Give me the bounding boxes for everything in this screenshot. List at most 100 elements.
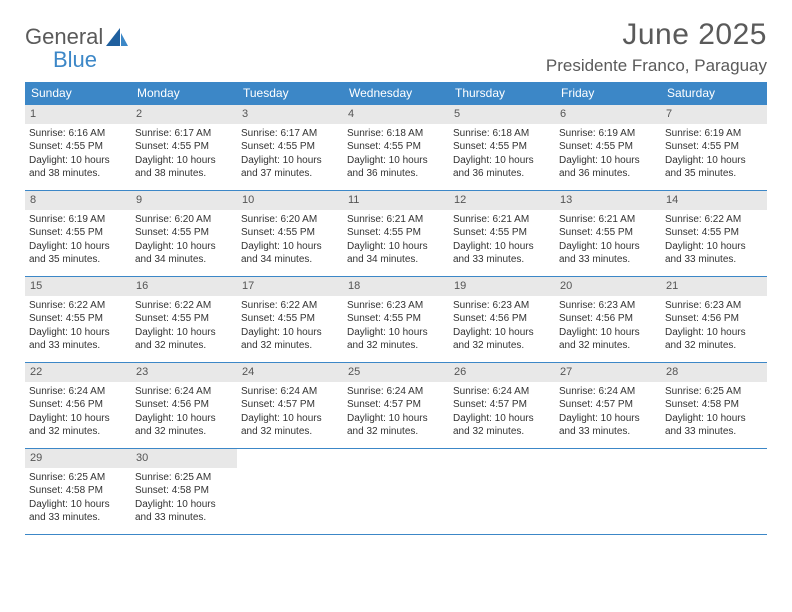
daylight-text-2: and 32 minutes. xyxy=(135,425,233,439)
sunrise-text: Sunrise: 6:18 AM xyxy=(347,127,445,141)
day-info: Sunrise: 6:21 AMSunset: 4:55 PMDaylight:… xyxy=(347,213,445,267)
daylight-text-1: Daylight: 10 hours xyxy=(453,240,551,254)
day-number: 15 xyxy=(25,277,131,296)
empty-cell xyxy=(343,449,449,534)
day-info: Sunrise: 6:21 AMSunset: 4:55 PMDaylight:… xyxy=(559,213,657,267)
day-number: 10 xyxy=(237,191,343,210)
header: General Blue June 2025 Presidente Franco… xyxy=(25,18,767,76)
day-info: Sunrise: 6:17 AMSunset: 4:55 PMDaylight:… xyxy=(241,127,339,181)
day-number: 1 xyxy=(25,105,131,124)
sunset-text: Sunset: 4:56 PM xyxy=(135,398,233,412)
sunset-text: Sunset: 4:55 PM xyxy=(29,312,127,326)
daylight-text-2: and 36 minutes. xyxy=(453,167,551,181)
daylight-text-2: and 32 minutes. xyxy=(559,339,657,353)
day-number: 24 xyxy=(237,363,343,382)
sunset-text: Sunset: 4:55 PM xyxy=(241,140,339,154)
week-row: 15Sunrise: 6:22 AMSunset: 4:55 PMDayligh… xyxy=(25,277,767,363)
daylight-text-2: and 38 minutes. xyxy=(135,167,233,181)
sunset-text: Sunset: 4:55 PM xyxy=(453,140,551,154)
sunset-text: Sunset: 4:58 PM xyxy=(135,484,233,498)
daylight-text-2: and 33 minutes. xyxy=(29,339,127,353)
day-info: Sunrise: 6:24 AMSunset: 4:56 PMDaylight:… xyxy=(135,385,233,439)
day-info: Sunrise: 6:24 AMSunset: 4:56 PMDaylight:… xyxy=(29,385,127,439)
daylight-text-1: Daylight: 10 hours xyxy=(347,154,445,168)
day-info: Sunrise: 6:24 AMSunset: 4:57 PMDaylight:… xyxy=(241,385,339,439)
sunrise-text: Sunrise: 6:17 AM xyxy=(135,127,233,141)
daylight-text-2: and 36 minutes. xyxy=(347,167,445,181)
day-cell: 23Sunrise: 6:24 AMSunset: 4:56 PMDayligh… xyxy=(131,363,237,448)
daylight-text-1: Daylight: 10 hours xyxy=(559,326,657,340)
sunset-text: Sunset: 4:56 PM xyxy=(559,312,657,326)
day-cell: 29Sunrise: 6:25 AMSunset: 4:58 PMDayligh… xyxy=(25,449,131,534)
sunset-text: Sunset: 4:55 PM xyxy=(135,140,233,154)
day-number: 8 xyxy=(25,191,131,210)
sunset-text: Sunset: 4:56 PM xyxy=(665,312,763,326)
week-row: 22Sunrise: 6:24 AMSunset: 4:56 PMDayligh… xyxy=(25,363,767,449)
daylight-text-2: and 32 minutes. xyxy=(241,425,339,439)
sunrise-text: Sunrise: 6:17 AM xyxy=(241,127,339,141)
day-number: 11 xyxy=(343,191,449,210)
day-cell: 26Sunrise: 6:24 AMSunset: 4:57 PMDayligh… xyxy=(449,363,555,448)
day-number: 22 xyxy=(25,363,131,382)
day-info: Sunrise: 6:18 AMSunset: 4:55 PMDaylight:… xyxy=(453,127,551,181)
weekday-header: Sunday xyxy=(25,82,131,105)
day-cell: 7Sunrise: 6:19 AMSunset: 4:55 PMDaylight… xyxy=(661,105,767,190)
sunset-text: Sunset: 4:57 PM xyxy=(559,398,657,412)
day-number: 28 xyxy=(661,363,767,382)
sunrise-text: Sunrise: 6:23 AM xyxy=(347,299,445,313)
weekday-header: Friday xyxy=(555,82,661,105)
daylight-text-1: Daylight: 10 hours xyxy=(29,154,127,168)
daylight-text-2: and 36 minutes. xyxy=(559,167,657,181)
weekday-header: Wednesday xyxy=(343,82,449,105)
day-cell: 10 Sunrise: 6:20 AMSunset: 4:55 PMDayligh… xyxy=(237,191,343,276)
daylight-text-1: Daylight: 10 hours xyxy=(559,240,657,254)
sunset-text: Sunset: 4:56 PM xyxy=(453,312,551,326)
sunset-text: Sunset: 4:55 PM xyxy=(241,226,339,240)
sunrise-text: Sunrise: 6:19 AM xyxy=(665,127,763,141)
daylight-text-2: and 33 minutes. xyxy=(135,511,233,525)
sunset-text: Sunset: 4:58 PM xyxy=(665,398,763,412)
sunset-text: Sunset: 4:57 PM xyxy=(241,398,339,412)
weekday-header: Thursday xyxy=(449,82,555,105)
daylight-text-1: Daylight: 10 hours xyxy=(29,326,127,340)
day-info: Sunrise: 6:23 AMSunset: 4:56 PMDaylight:… xyxy=(453,299,551,353)
weekday-header-row: Sunday Monday Tuesday Wednesday Thursday… xyxy=(25,82,767,105)
sunrise-text: Sunrise: 6:24 AM xyxy=(241,385,339,399)
daylight-text-2: and 33 minutes. xyxy=(453,253,551,267)
daylight-text-2: and 32 minutes. xyxy=(347,339,445,353)
day-info: Sunrise: 6:19 AMSunset: 4:55 PMDaylight:… xyxy=(559,127,657,181)
logo-word1: General xyxy=(25,24,103,49)
day-cell: 27Sunrise: 6:24 AMSunset: 4:57 PMDayligh… xyxy=(555,363,661,448)
day-cell: 1Sunrise: 6:16 AMSunset: 4:55 PMDaylight… xyxy=(25,105,131,190)
day-info: Sunrise: 6:23 AMSunset: 4:56 PMDaylight:… xyxy=(559,299,657,353)
sunrise-text: Sunrise: 6:24 AM xyxy=(29,385,127,399)
day-cell: 11 Sunrise: 6:21 AMSunset: 4:55 PMDayligh… xyxy=(343,191,449,276)
sunset-text: Sunset: 4:55 PM xyxy=(559,226,657,240)
day-number: 17 xyxy=(237,277,343,296)
daylight-text-1: Daylight: 10 hours xyxy=(241,240,339,254)
day-cell: 3Sunrise: 6:17 AMSunset: 4:55 PMDaylight… xyxy=(237,105,343,190)
sunrise-text: Sunrise: 6:20 AM xyxy=(135,213,233,227)
daylight-text-2: and 33 minutes. xyxy=(665,253,763,267)
day-cell: 25Sunrise: 6:24 AMSunset: 4:57 PMDayligh… xyxy=(343,363,449,448)
location: Presidente Franco, Paraguay xyxy=(546,56,767,76)
day-cell: 14Sunrise: 6:22 AMSunset: 4:55 PMDayligh… xyxy=(661,191,767,276)
daylight-text-2: and 32 minutes. xyxy=(453,425,551,439)
day-info: Sunrise: 6:21 AMSunset: 4:55 PMDaylight:… xyxy=(453,213,551,267)
day-cell: 8Sunrise: 6:19 AMSunset: 4:55 PMDaylight… xyxy=(25,191,131,276)
sunrise-text: Sunrise: 6:25 AM xyxy=(135,471,233,485)
sunset-text: Sunset: 4:55 PM xyxy=(665,140,763,154)
day-info: Sunrise: 6:24 AMSunset: 4:57 PMDaylight:… xyxy=(453,385,551,439)
day-info: Sunrise: 6:25 AMSunset: 4:58 PMDaylight:… xyxy=(665,385,763,439)
sunrise-text: Sunrise: 6:20 AM xyxy=(241,213,339,227)
day-cell: 13Sunrise: 6:21 AMSunset: 4:55 PMDayligh… xyxy=(555,191,661,276)
day-cell: 4Sunrise: 6:18 AMSunset: 4:55 PMDaylight… xyxy=(343,105,449,190)
day-info: Sunrise: 6:22 AMSunset: 4:55 PMDaylight:… xyxy=(665,213,763,267)
month-title: June 2025 xyxy=(546,18,767,52)
day-number: 25 xyxy=(343,363,449,382)
day-info: Sunrise: 6:20 AMSunset: 4:55 PMDaylight:… xyxy=(135,213,233,267)
sunrise-text: Sunrise: 6:19 AM xyxy=(559,127,657,141)
daylight-text-1: Daylight: 10 hours xyxy=(347,240,445,254)
sunset-text: Sunset: 4:56 PM xyxy=(29,398,127,412)
daylight-text-2: and 32 minutes. xyxy=(347,425,445,439)
